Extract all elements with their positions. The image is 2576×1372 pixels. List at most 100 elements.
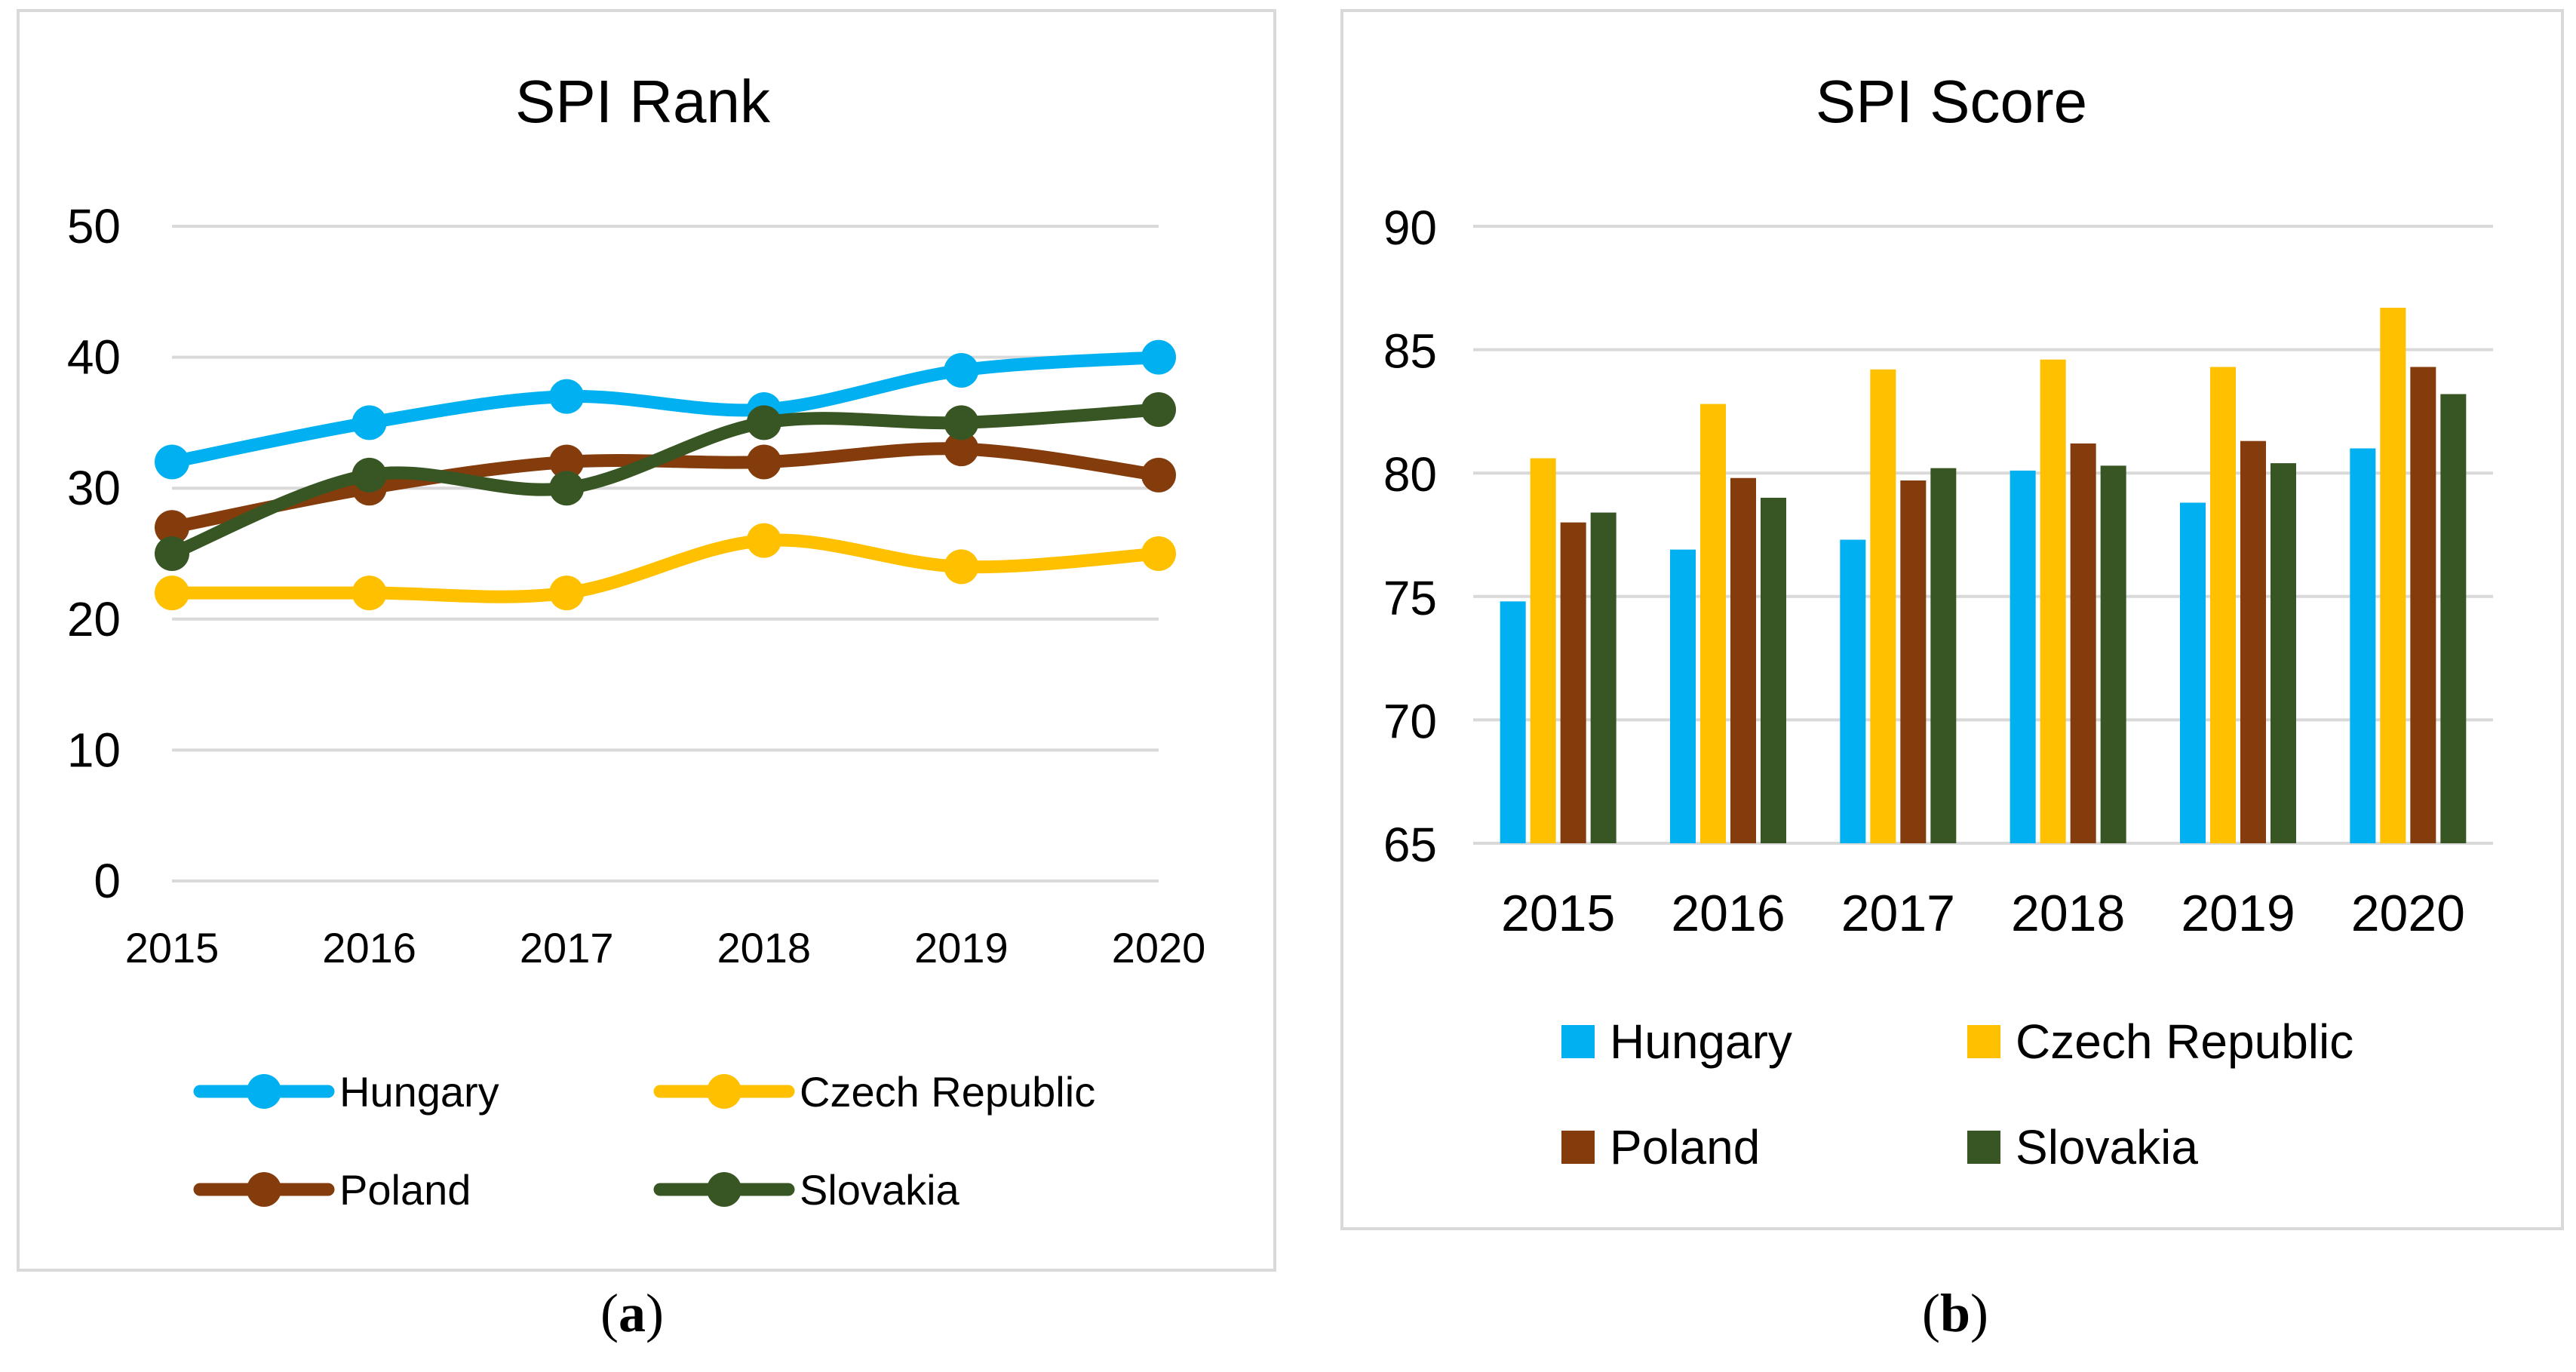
y-tick-label: 50: [67, 199, 121, 253]
data-point-hungary: [352, 405, 387, 440]
bar-chart: 65 70 75 80 85 90 2015 2016 2017 2018 2019 2020 Hung…: [1383, 201, 2493, 1174]
bar-hungary: [2010, 470, 2036, 843]
y-tick-label: 75: [1383, 571, 1437, 625]
legend-swatch-poland: [1561, 1131, 1595, 1164]
data-point-czech-republic: [746, 523, 781, 558]
bar-slovakia: [1590, 512, 1617, 843]
bar-hungary: [1500, 601, 1526, 843]
data-point-poland: [549, 444, 585, 480]
bar-poland: [1560, 522, 1586, 843]
caption-a-letter: a: [619, 1283, 646, 1343]
bar-poland: [2410, 367, 2436, 843]
x-tick-label: 2016: [322, 924, 416, 971]
bar-slovakia: [2271, 463, 2296, 843]
caption-b-close: ): [1970, 1283, 1988, 1343]
x-tick-label: 2020: [1112, 924, 1206, 971]
data-point-slovakia: [944, 405, 979, 440]
bar-poland: [2240, 440, 2266, 843]
data-point-poland: [746, 444, 781, 480]
legend-label-slovakia: Slovakia: [2016, 1120, 2198, 1174]
legend-label-czech-republic: Czech Republic: [800, 1068, 1095, 1116]
x-tick-label: 2020: [2351, 885, 2465, 942]
bar-czech-republic: [1700, 404, 1726, 843]
caption-a-close: ): [646, 1283, 664, 1343]
x-tick-label: 2017: [520, 924, 614, 971]
data-point-slovakia: [352, 457, 387, 493]
data-point-slovakia: [746, 405, 781, 440]
legend-label-hungary: Hungary: [1610, 1014, 1792, 1069]
data-point-slovakia: [1141, 392, 1176, 428]
series-line-hungary: [165, 351, 1165, 468]
bar-czech-republic: [2040, 359, 2066, 843]
bar-czech-republic: [2210, 367, 2236, 843]
legend-marker-hungary: [247, 1074, 281, 1109]
x-tick-label: 2018: [717, 924, 812, 971]
legend-marker-czech-republic: [707, 1074, 741, 1109]
bar-poland: [1730, 477, 1756, 843]
y-tick-label: 40: [67, 330, 121, 385]
data-point-hungary: [549, 379, 585, 414]
legend-swatch-hungary: [1561, 1025, 1595, 1058]
bar-poland: [1900, 480, 1927, 843]
bar-poland: [2070, 443, 2096, 843]
bar-czech-republic: [1870, 369, 1896, 843]
caption-b: (b): [1880, 1282, 2031, 1345]
x-tick-label: 2016: [1671, 885, 1785, 942]
x-tick-label: 2018: [2011, 885, 2125, 942]
data-point-czech-republic: [155, 576, 189, 611]
x-tick-label: 2015: [125, 924, 220, 971]
series-line-czech-republic: [165, 533, 1165, 603]
y-tick-label: 0: [94, 854, 121, 908]
y-tick-label: 90: [1383, 201, 1437, 255]
caption-b-open: (: [1921, 1283, 1940, 1343]
bar-slovakia: [2440, 394, 2467, 843]
bar-hungary: [2350, 448, 2376, 843]
data-point-hungary: [1141, 339, 1176, 375]
data-point-hungary: [944, 352, 979, 388]
y-tick-label: 10: [67, 723, 121, 777]
series-line-slovakia: [165, 403, 1165, 560]
x-tick-label: 2017: [1841, 885, 1955, 942]
data-point-poland: [944, 431, 979, 467]
x-tick-label: 2019: [914, 924, 1009, 971]
legend-marker-slovakia: [707, 1172, 741, 1207]
data-point-slovakia: [549, 471, 585, 506]
line-chart: 0 10 20 30 40 50 2015 2016 2017 2018 2019 2020 Hunga…: [67, 199, 1205, 1214]
legend-label-slovakia: Slovakia: [800, 1166, 960, 1214]
y-tick-label: 70: [1383, 694, 1437, 748]
bar-hungary: [1840, 539, 1866, 843]
data-point-poland: [1141, 457, 1176, 493]
y-tick-label: 85: [1383, 324, 1437, 379]
x-tick-label: 2019: [2181, 885, 2295, 942]
x-tick-label: 2015: [1501, 885, 1615, 942]
y-tick-label: 20: [67, 592, 121, 646]
bar-czech-republic: [2380, 307, 2406, 843]
bar-slovakia: [1761, 497, 1786, 843]
data-point-poland: [155, 510, 189, 545]
caption-a-open: (: [600, 1283, 619, 1343]
data-point-hungary: [155, 444, 189, 480]
bar-slovakia: [1930, 468, 1957, 843]
legend-label-hungary: Hungary: [339, 1068, 499, 1116]
data-point-czech-republic: [549, 576, 585, 611]
legend-swatch-slovakia: [1967, 1131, 2000, 1164]
legend-label-poland: Poland: [339, 1166, 471, 1214]
line-chart-frame: [17, 9, 1276, 1272]
y-tick-label: 65: [1383, 818, 1437, 872]
legend-marker-poland: [247, 1172, 281, 1207]
bar-hungary: [1670, 549, 1696, 843]
y-tick-label: 80: [1383, 447, 1437, 502]
legend-label-czech-republic: Czech Republic: [2016, 1014, 2353, 1069]
legend-swatch-czech-republic: [1967, 1025, 2000, 1058]
y-tick-label: 30: [67, 461, 121, 515]
caption-a: (a): [557, 1282, 708, 1345]
data-point-czech-republic: [1141, 536, 1176, 571]
legend-label-poland: Poland: [1610, 1120, 1760, 1174]
bar-czech-republic: [1530, 458, 1556, 843]
bar-slovakia: [2100, 465, 2126, 843]
bar-chart-title: SPI Score: [1816, 68, 2087, 135]
bar-hungary: [2180, 502, 2206, 843]
data-point-czech-republic: [944, 549, 979, 585]
data-point-slovakia: [155, 536, 189, 571]
